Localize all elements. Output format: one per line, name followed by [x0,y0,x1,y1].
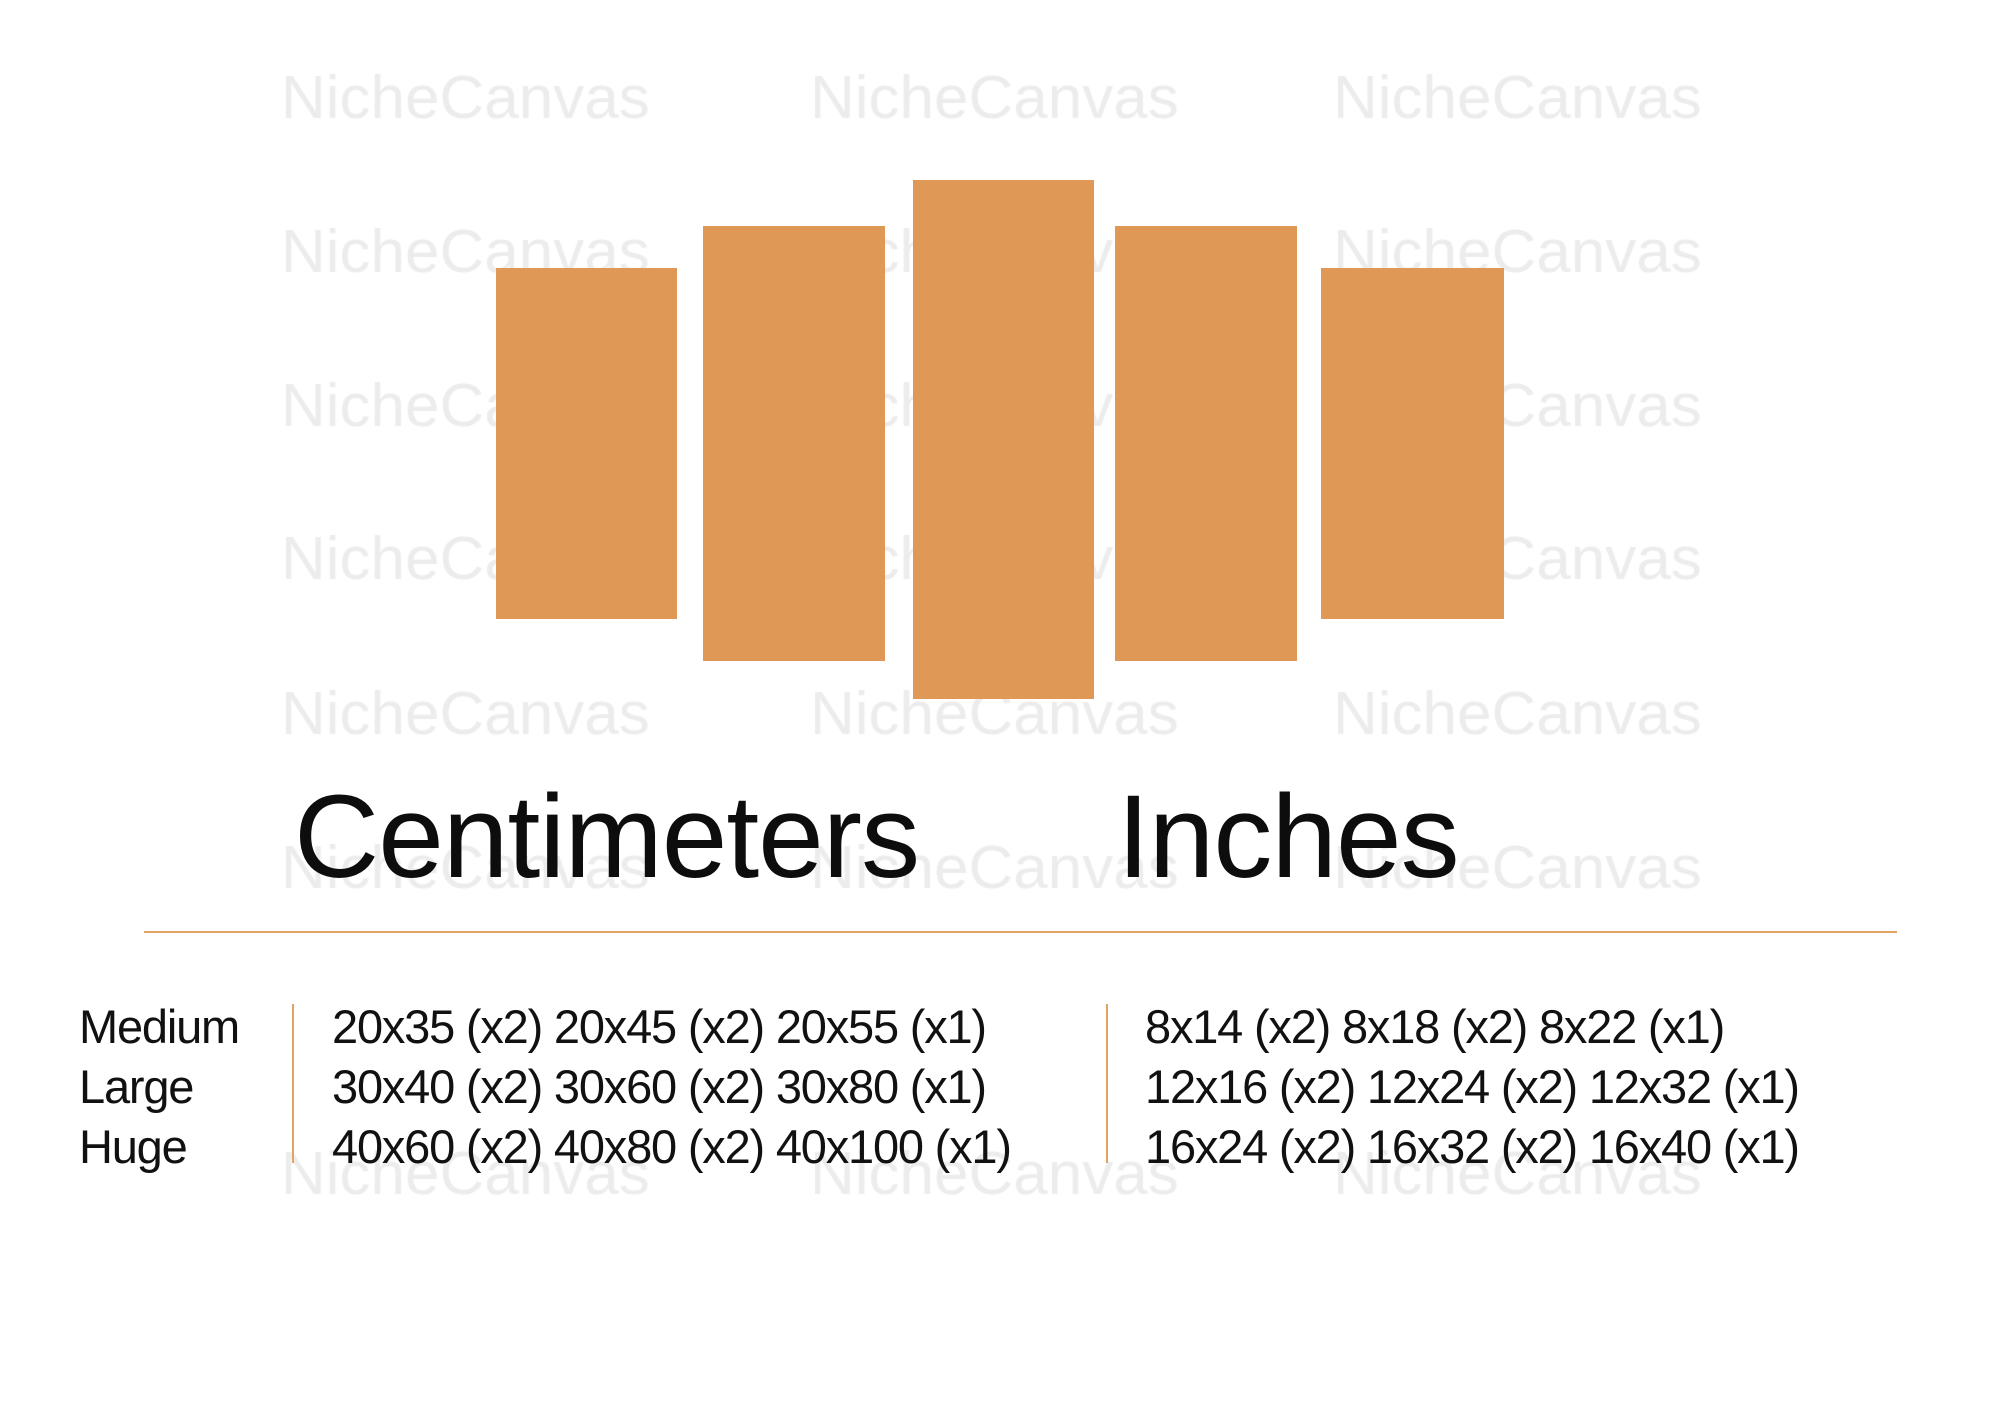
divider-line [144,931,1897,933]
size-cm-large: 30x40 (x2) 30x60 (x2) 30x80 (x1) [332,1060,987,1113]
unit-separator [1106,1004,1108,1163]
size-in-large: 12x16 (x2) 12x24 (x2) 12x32 (x1) [1145,1060,1800,1113]
size-in-huge: 16x24 (x2) 16x32 (x2) 16x40 (x1) [1145,1120,1800,1173]
size-label-medium: Medium [79,1000,240,1053]
label-separator [292,1004,294,1163]
centimeters-heading: Centimeters [294,771,920,903]
size-in-medium: 8x14 (x2) 8x18 (x2) 8x22 (x1) [1145,1000,1725,1053]
canvas-panel-5 [1321,268,1504,619]
canvas-panel-1 [496,268,677,619]
canvas-panel-3 [913,180,1094,699]
canvas-panel-4 [1115,226,1297,661]
inches-heading: Inches [1117,771,1460,903]
size-label-huge: Huge [79,1120,188,1173]
size-cm-medium: 20x35 (x2) 20x45 (x2) 20x55 (x1) [332,1000,987,1053]
size-cm-huge: 40x60 (x2) 40x80 (x2) 40x100 (x1) [332,1120,1012,1173]
canvas-panel-2 [703,226,885,661]
size-label-large: Large [79,1060,194,1113]
